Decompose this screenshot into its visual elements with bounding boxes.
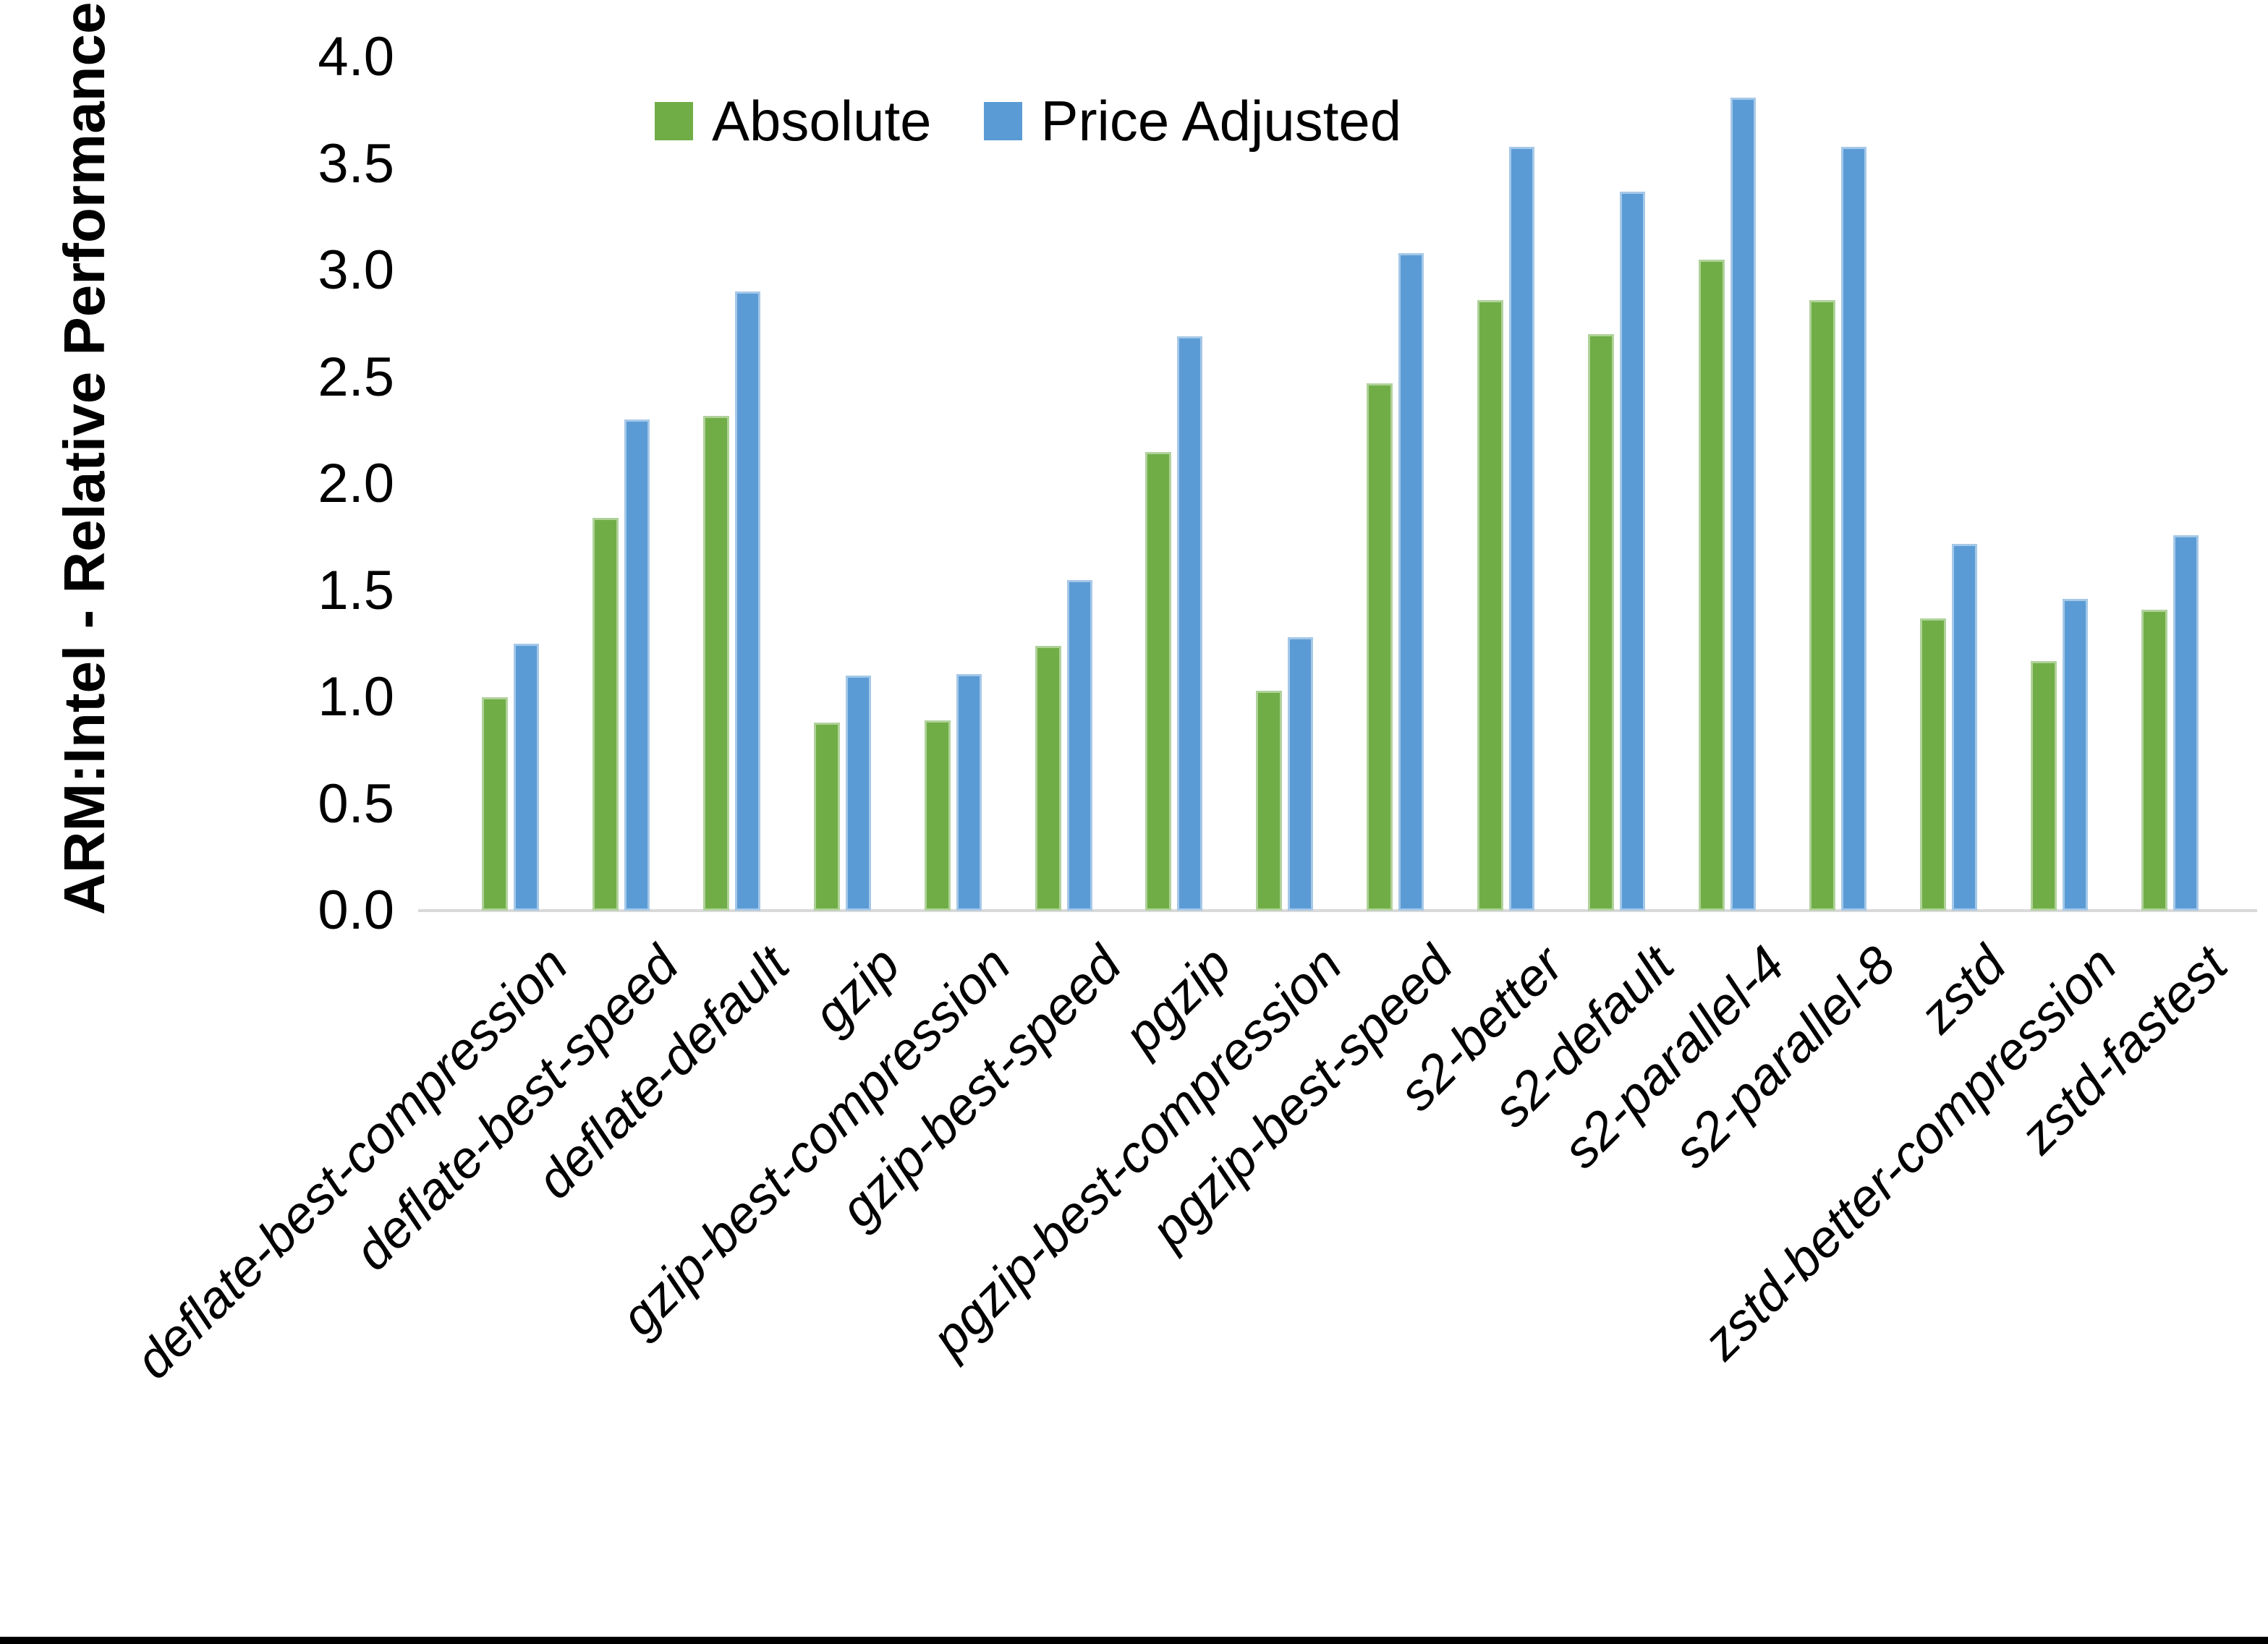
- legend-entry-price-adjusted: Price Adjusted: [983, 89, 1402, 153]
- y-tick-2.5: 2.5: [318, 346, 394, 408]
- bar-price-adjusted-pgzip-best-speed: [1398, 253, 1424, 911]
- bar-price-adjusted-deflate-best-compression: [514, 644, 539, 911]
- y-tick-1.0: 1.0: [318, 666, 394, 728]
- y-tick-4.0: 4.0: [318, 26, 394, 88]
- y-tick-1.5: 1.5: [318, 559, 394, 621]
- bar-absolute-pgzip: [1145, 452, 1171, 911]
- bottom-border: [0, 1637, 2268, 1644]
- bar-price-adjusted-gzip: [846, 676, 871, 911]
- legend-label: Price Adjusted: [1040, 89, 1402, 153]
- bar-price-adjusted-s2-parallel-4: [1730, 98, 1756, 911]
- bar-price-adjusted-s2-better: [1509, 147, 1534, 911]
- legend: Absolute Price Adjusted: [655, 93, 1401, 149]
- bar-price-adjusted-pgzip-best-compression: [1288, 637, 1313, 911]
- bar-absolute-deflate-best-compression: [482, 697, 508, 911]
- legend-swatch-icon: [983, 101, 1022, 140]
- x-axis-line: [418, 909, 2257, 912]
- y-tick-0.5: 0.5: [318, 772, 394, 835]
- bar-price-adjusted-zstd-better-compression: [2063, 599, 2088, 911]
- bar-absolute-gzip: [814, 723, 840, 911]
- bar-price-adjusted-deflate-default: [735, 291, 760, 911]
- y-tick-2.0: 2.0: [318, 453, 394, 514]
- bar-price-adjusted-gzip-best-speed: [1067, 580, 1092, 911]
- bar-absolute-zstd-better-compression: [2031, 661, 2057, 911]
- bar-absolute-zstd: [1920, 618, 1946, 911]
- legend-swatch-icon: [655, 101, 693, 140]
- bar-absolute-zstd-fastest: [2141, 610, 2167, 911]
- bar-absolute-gzip-best-compression: [925, 720, 951, 911]
- y-tick-3.5: 3.5: [318, 132, 394, 195]
- bar-absolute-pgzip-best-speed: [1367, 383, 1393, 911]
- bar-absolute-gzip-best-speed: [1035, 646, 1061, 911]
- legend-entry-absolute: Absolute: [655, 93, 932, 149]
- bar-price-adjusted-s2-parallel-8: [1841, 147, 1866, 911]
- bar-absolute-s2-default: [1588, 334, 1614, 911]
- bar-absolute-pgzip-best-compression: [1256, 691, 1282, 911]
- y-tick-3.0: 3.0: [318, 239, 394, 301]
- legend-label: Absolute: [712, 89, 932, 153]
- bar-price-adjusted-zstd: [1952, 544, 1977, 911]
- bar-absolute-deflate-default: [703, 416, 729, 911]
- bar-price-adjusted-s2-default: [1620, 192, 1645, 911]
- bar-price-adjusted-pgzip: [1177, 336, 1202, 911]
- y-tick-0.0: 0.0: [318, 880, 394, 941]
- bar-absolute-s2-parallel-8: [1809, 300, 1835, 911]
- bar-absolute-s2-better: [1477, 300, 1503, 911]
- bar-absolute-s2-parallel-4: [1699, 260, 1725, 911]
- bar-absolute-deflate-best-speed: [593, 518, 619, 911]
- bar-price-adjusted-deflate-best-speed: [624, 419, 650, 911]
- bar-price-adjusted-zstd-fastest: [2173, 535, 2199, 911]
- bar-price-adjusted-gzip-best-compression: [956, 674, 982, 911]
